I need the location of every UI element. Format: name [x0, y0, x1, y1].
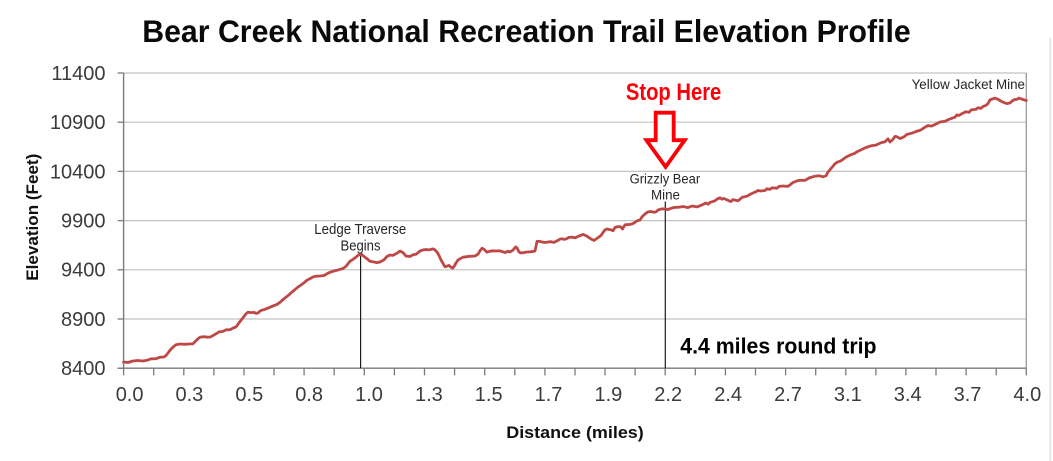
- svg-text:8400: 8400: [61, 358, 106, 380]
- svg-text:Begins: Begins: [341, 238, 381, 255]
- svg-text:10900: 10900: [50, 112, 106, 134]
- svg-text:3.7: 3.7: [954, 384, 982, 406]
- svg-text:2.7: 2.7: [774, 384, 802, 406]
- svg-text:1.9: 1.9: [594, 384, 622, 406]
- svg-text:Yellow Jacket Mine: Yellow Jacket Mine: [912, 76, 1026, 92]
- svg-text:Elevation (Feet): Elevation (Feet): [23, 154, 42, 281]
- svg-text:4.0: 4.0: [1013, 384, 1041, 406]
- svg-text:9400: 9400: [61, 260, 106, 282]
- svg-text:10400: 10400: [50, 161, 106, 183]
- svg-text:2.2: 2.2: [654, 384, 682, 406]
- svg-text:9900: 9900: [61, 211, 106, 233]
- svg-text:Stop Here: Stop Here: [626, 79, 721, 106]
- svg-text:3.4: 3.4: [894, 384, 922, 406]
- svg-text:1.0: 1.0: [355, 384, 383, 406]
- svg-text:8900: 8900: [61, 309, 106, 331]
- svg-text:Distance (miles): Distance (miles): [506, 423, 644, 442]
- svg-text:0.0: 0.0: [116, 384, 144, 406]
- svg-text:3.1: 3.1: [834, 384, 862, 406]
- svg-text:0.8: 0.8: [295, 384, 323, 406]
- svg-text:4.4 miles round trip: 4.4 miles round trip: [680, 334, 876, 359]
- svg-text:2.4: 2.4: [714, 384, 742, 406]
- svg-text:11400: 11400: [51, 63, 105, 85]
- svg-text:0.3: 0.3: [175, 384, 203, 406]
- svg-text:0.5: 0.5: [235, 384, 263, 406]
- svg-text:Grizzly Bear: Grizzly Bear: [630, 172, 701, 187]
- svg-text:Mine: Mine: [651, 188, 680, 203]
- svg-text:1.3: 1.3: [415, 384, 443, 406]
- svg-text:Ledge Traverse: Ledge Traverse: [314, 221, 406, 238]
- svg-text:Bear Creek National Recreation: Bear Creek National Recreation Trail Ele…: [142, 13, 911, 49]
- svg-text:1.7: 1.7: [535, 384, 563, 406]
- svg-text:1.5: 1.5: [475, 384, 503, 406]
